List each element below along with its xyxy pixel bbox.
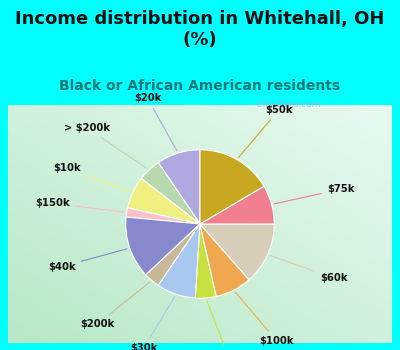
Wedge shape — [200, 224, 274, 280]
Text: $30k: $30k — [130, 297, 174, 350]
Text: Black or African American residents: Black or African American residents — [60, 79, 340, 93]
Wedge shape — [200, 150, 264, 224]
Wedge shape — [128, 178, 200, 224]
Text: Income distribution in Whitehall, OH
(%): Income distribution in Whitehall, OH (%) — [15, 10, 385, 49]
Wedge shape — [195, 224, 216, 298]
Wedge shape — [141, 163, 200, 224]
Text: $125k: $125k — [207, 301, 245, 350]
Wedge shape — [158, 150, 200, 224]
Text: $60k: $60k — [270, 256, 347, 283]
Text: $100k: $100k — [236, 292, 294, 346]
Text: City-Data.com: City-Data.com — [251, 100, 320, 109]
Wedge shape — [146, 224, 200, 285]
Wedge shape — [126, 208, 200, 224]
Text: $10k: $10k — [54, 163, 130, 191]
Wedge shape — [126, 217, 200, 275]
Text: > $200k: > $200k — [64, 123, 147, 168]
Text: $20k: $20k — [134, 93, 177, 150]
Text: $40k: $40k — [48, 249, 127, 272]
Wedge shape — [200, 186, 274, 224]
Text: $150k: $150k — [36, 198, 124, 212]
Text: $200k: $200k — [80, 282, 150, 329]
Text: $75k: $75k — [274, 184, 354, 204]
Text: $50k: $50k — [238, 105, 292, 158]
Wedge shape — [200, 224, 249, 296]
Wedge shape — [158, 224, 200, 298]
